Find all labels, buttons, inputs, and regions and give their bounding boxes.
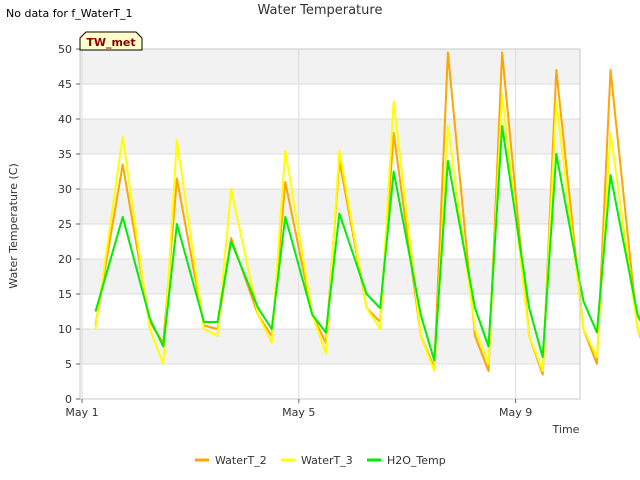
y-tick-label: 5 bbox=[65, 358, 72, 371]
badge-label: TW_met bbox=[86, 36, 135, 49]
series-lines bbox=[94, 51, 640, 376]
y-tick-label: 50 bbox=[58, 43, 72, 56]
x-tick-label: May 1 bbox=[65, 406, 98, 419]
plot-background bbox=[80, 49, 580, 364]
y-tick-label: 0 bbox=[65, 393, 72, 406]
x-axis-label: Time bbox=[552, 423, 580, 436]
legend-label: WaterT_3 bbox=[301, 454, 353, 467]
grid-band bbox=[80, 189, 580, 224]
legend-item: WaterT_3 bbox=[281, 454, 353, 467]
y-tick-label: 30 bbox=[58, 183, 72, 196]
y-tick-label: 15 bbox=[58, 288, 72, 301]
x-tick-label: May 5 bbox=[282, 406, 315, 419]
x-tick-label: May 9 bbox=[499, 406, 532, 419]
no-data-message: No data for f_WaterT_1 bbox=[6, 7, 133, 20]
legend-item: H2O_Temp bbox=[367, 454, 446, 467]
y-tick-label: 45 bbox=[58, 78, 72, 91]
y-tick-label: 20 bbox=[58, 253, 72, 266]
series-line-watert-3 bbox=[94, 93, 640, 372]
legend-label: WaterT_2 bbox=[215, 454, 267, 467]
legend-item: WaterT_2 bbox=[195, 454, 267, 467]
y-tick-label: 10 bbox=[58, 323, 72, 336]
series-line-watert-2 bbox=[94, 51, 640, 376]
y-tick-label: 35 bbox=[58, 148, 72, 161]
badge-shape bbox=[79, 31, 143, 51]
legend: WaterT_2 WaterT_3 H2O_Temp bbox=[195, 454, 446, 467]
y-tick-label: 40 bbox=[58, 113, 72, 126]
legend-label: H2O_Temp bbox=[387, 454, 446, 467]
chart-title: Water Temperature bbox=[257, 3, 383, 18]
grid-band bbox=[80, 49, 580, 84]
y-axis: 0 5 10 15 20 25 30 35 40 45 50 bbox=[58, 43, 80, 406]
y-axis-label: Water Temperature (C) bbox=[7, 163, 20, 288]
y-tick-label: 25 bbox=[58, 218, 72, 231]
tw-met-badge: TW_met bbox=[79, 31, 143, 51]
series-line-h2o-temp bbox=[94, 125, 640, 362]
grid-band bbox=[80, 119, 580, 154]
grid-band bbox=[80, 329, 580, 364]
